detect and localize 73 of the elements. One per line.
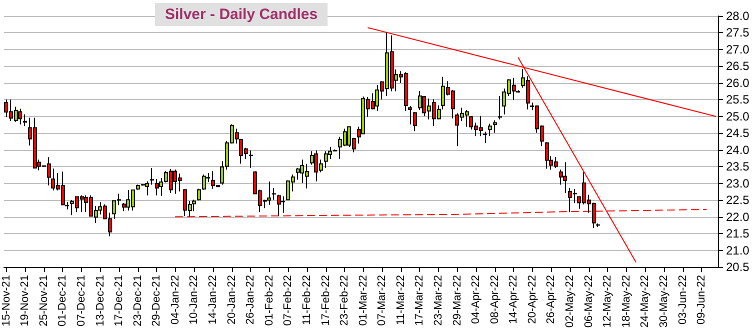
x-tick-label: 11-Mar-22 — [394, 275, 407, 325]
candlestick — [150, 167, 154, 186]
x-tick-label: 15-Nov-21 — [0, 275, 12, 326]
candlestick — [267, 181, 271, 206]
candlestick — [324, 150, 328, 168]
candlestick — [563, 162, 567, 194]
x-tick-label: 01-Feb-22 — [263, 275, 276, 326]
x-tick-label: 12-May-22 — [602, 275, 614, 328]
y-tick-label: 21.5 — [726, 226, 750, 241]
candlestick — [498, 95, 502, 120]
x-tick-label: 17-Dec-21 — [113, 275, 126, 326]
y-tick-label: 22.0 — [726, 210, 750, 224]
x-tick-label: 11-Feb-22 — [300, 275, 313, 325]
x-tick-label: 17-Feb-22 — [320, 275, 332, 326]
x-tick-label: 09-Jun-22 — [696, 275, 708, 325]
candlestick — [488, 123, 492, 137]
y-tick-label: 24.5 — [726, 126, 750, 140]
x-tick-label: 07-Mar-22 — [376, 275, 388, 326]
x-tick-label: 26-Apr-22 — [545, 275, 558, 324]
candlestick — [281, 196, 285, 214]
y-tick-label: 23.5 — [726, 160, 750, 174]
candlestick — [483, 131, 487, 144]
candlestick — [145, 180, 149, 196]
x-tick-label: 04-Apr-22 — [470, 275, 482, 324]
candlestick — [23, 114, 27, 127]
y-tick-label: 27.5 — [726, 26, 750, 40]
x-tick-label: 07-Dec-21 — [76, 275, 88, 326]
x-tick-label: 25-Nov-21 — [38, 275, 50, 326]
x-tick-label: 13-Dec-21 — [94, 275, 106, 326]
x-tick-label: 01-Mar-22 — [357, 275, 370, 326]
x-tick-label: 29-Mar-22 — [451, 275, 464, 326]
x-tick-label: 14-Jan-22 — [207, 275, 220, 325]
x-tick-label: 17-Mar-22 — [414, 275, 426, 326]
x-tick-label: 01-Dec-21 — [56, 275, 69, 326]
x-tick-label: 04-Jan-22 — [169, 275, 182, 325]
candlestick — [249, 150, 253, 168]
x-tick-label: 08-Apr-22 — [488, 275, 501, 324]
y-tick-label: 20.5 — [726, 260, 750, 274]
x-tick-label: 20-Apr-22 — [526, 275, 538, 324]
y-tick-label: 22.5 — [726, 193, 750, 208]
x-tick-label: 14-Apr-22 — [508, 275, 520, 324]
y-tick-label: 26.5 — [726, 59, 750, 74]
x-tick-label: 20-Jan-22 — [226, 275, 238, 325]
x-tick-label: 02-May-22 — [564, 275, 576, 328]
candlestick — [545, 142, 549, 170]
x-tick-label: 10-Jan-22 — [188, 275, 200, 325]
y-tick-label: 21.0 — [726, 243, 750, 258]
candlestick — [493, 120, 497, 134]
y-tick-label: 25.0 — [726, 109, 750, 124]
x-tick-label: 24-May-22 — [639, 275, 652, 328]
x-tick-label: 23-Feb-22 — [338, 275, 351, 326]
y-tick-label: 28.0 — [726, 9, 750, 23]
y-tick-label: 26.0 — [726, 76, 750, 90]
candlestick — [18, 108, 22, 125]
y-tick-label: 27.0 — [726, 42, 750, 56]
x-tick-label: 03-Jun-22 — [676, 275, 689, 325]
candlestick — [272, 188, 276, 200]
x-tick-label: 19-Nov-21 — [19, 275, 32, 326]
chart-title: Silver - Daily Candles — [165, 6, 318, 23]
y-tick-label: 25.5 — [726, 92, 750, 107]
x-tick-label: 23-Dec-21 — [132, 275, 144, 326]
candlestick — [413, 112, 417, 132]
candlestick — [155, 178, 159, 196]
candlestick — [408, 106, 412, 125]
x-tick-label: 23-Mar-22 — [432, 275, 445, 326]
x-tick-label: 30-May-22 — [658, 275, 670, 328]
x-tick-label: 18-May-22 — [620, 275, 632, 328]
x-tick-label: 26-Jan-22 — [244, 275, 257, 325]
x-tick-label: 29-Dec-21 — [150, 275, 163, 326]
x-tick-label: 07-Feb-22 — [282, 275, 294, 326]
y-tick-label: 24.0 — [726, 142, 750, 157]
x-tick-label: 06-May-22 — [582, 275, 595, 328]
y-tick-label: 23.0 — [726, 176, 750, 190]
